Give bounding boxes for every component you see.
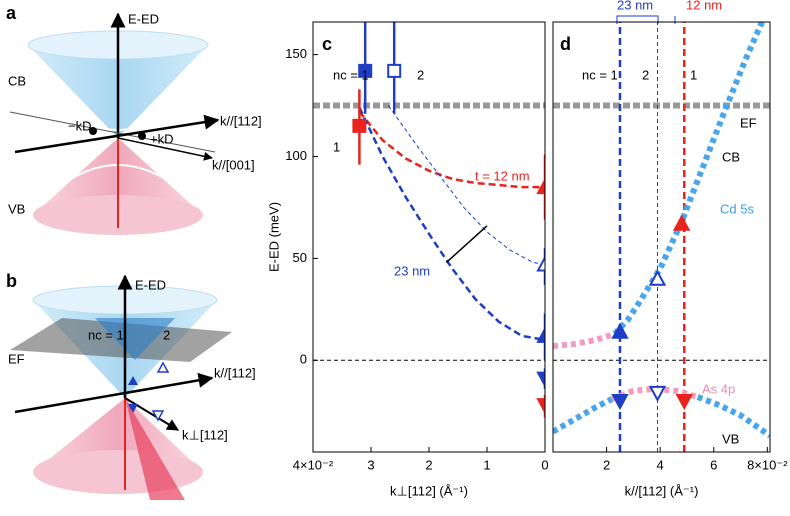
marker	[611, 322, 629, 339]
annotation: t = 12 nm	[475, 168, 530, 183]
annotation: Cd 5s	[720, 201, 754, 216]
marker	[675, 394, 693, 411]
marker	[358, 63, 373, 78]
annotation: nc = 1	[333, 67, 369, 82]
annotation: 23 nm	[394, 263, 430, 278]
marker	[536, 371, 545, 388]
panel-label: a	[6, 3, 17, 23]
plot-frame	[312, 21, 546, 453]
marker	[536, 326, 545, 343]
line	[553, 396, 614, 435]
annotation: 23 nm	[617, 0, 653, 12]
annotation: CB	[722, 149, 740, 164]
y-tick-label: 50	[293, 250, 307, 265]
axis-label: E-ED	[128, 11, 159, 26]
line	[610, 385, 699, 402]
marker	[387, 63, 402, 78]
line	[387, 105, 545, 266]
x-axis-label: k⊥[112] (Å⁻¹)	[390, 483, 468, 498]
y-tick-label: 100	[285, 148, 307, 163]
marker	[536, 255, 545, 272]
axis-label: k//[112]	[220, 113, 262, 128]
diagram-a: a E-ED CB VB k//[112] k//[001] −kD +kD	[6, 3, 262, 235]
band-label: CB	[8, 73, 26, 88]
marker	[536, 177, 545, 195]
plot-area	[313, 22, 545, 418]
annotation: 1	[690, 67, 697, 82]
annotation: EF	[740, 115, 757, 130]
point-label: +kD	[150, 131, 173, 146]
x-tick-label: 4	[657, 457, 664, 472]
x-tick-label: 0	[541, 457, 548, 472]
marker	[672, 214, 691, 231]
marker	[611, 394, 629, 411]
point-label: −kD	[68, 118, 91, 133]
line	[358, 107, 545, 342]
line	[358, 110, 545, 189]
subband-label: 2	[163, 327, 170, 342]
x-tick-label: 1	[483, 457, 490, 472]
subband-label: nc = 1	[88, 327, 124, 342]
y-tick-label: 150	[285, 46, 307, 61]
annotation: 1	[333, 139, 340, 154]
annotation: As 4p	[702, 381, 735, 396]
axis-label: k//[001]	[212, 157, 255, 172]
marker	[648, 385, 667, 403]
x-tick-label: 2	[603, 457, 610, 472]
fermi-label: EF	[8, 351, 25, 366]
line	[612, 22, 765, 336]
y-tick-label: 0	[300, 352, 307, 367]
annotation: nc = 1	[582, 67, 618, 82]
x-tick-label: 6	[710, 457, 717, 472]
x-tick-label: 8×10⁻²	[747, 457, 788, 472]
annotation: c	[322, 34, 332, 54]
axis-label: k//[112]	[214, 365, 256, 380]
marker	[536, 398, 545, 415]
axis-label: k⊥[112]	[182, 427, 228, 442]
marker	[352, 118, 367, 133]
axis-label: E-ED	[135, 277, 166, 292]
annotation: d	[560, 34, 571, 54]
annotation: 12 nm	[686, 0, 722, 12]
marker	[648, 269, 667, 286]
x-tick-label: 2	[425, 457, 432, 472]
plot-frame	[552, 21, 771, 453]
x-axis-label: k//[112] (Å⁻¹)	[625, 483, 699, 498]
y-axis-label: E-ED (meV)	[266, 202, 281, 272]
line	[696, 394, 770, 439]
plot-area	[553, 22, 770, 452]
x-tick-label: 3	[367, 457, 374, 472]
band-label: VB	[8, 201, 25, 216]
panel-label: b	[6, 271, 17, 291]
diagram-b: b E-ED nc = 1 2 EF k//[112] k⊥[112]	[6, 271, 256, 500]
annotation: 2	[417, 67, 424, 82]
bracket	[616, 15, 676, 24]
annotation: 2	[642, 67, 649, 82]
annotation: VB	[722, 431, 739, 446]
x-tick-label: 4×10⁻²	[293, 457, 334, 472]
line	[553, 330, 616, 350]
line	[445, 225, 488, 264]
